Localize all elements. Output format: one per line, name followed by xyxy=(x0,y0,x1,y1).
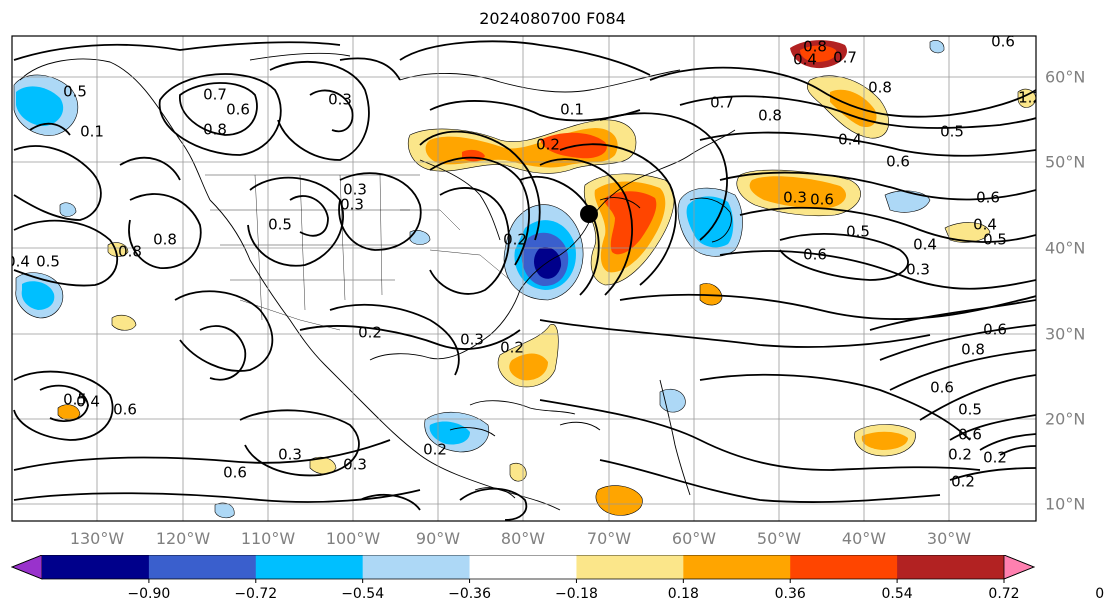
colorbar-extend-high xyxy=(1003,555,1036,580)
longitude-label: 50°W xyxy=(756,529,802,548)
contour-label: 0.7 xyxy=(710,94,734,112)
contour-label: 0.5 xyxy=(36,253,60,271)
contour-label: 0.6 xyxy=(223,464,247,482)
contour-label: 0.5 xyxy=(958,401,982,419)
contour-label: 0.6 xyxy=(803,246,827,264)
colorbar-segment xyxy=(148,555,257,579)
colorbar-tick-label: −0.36 xyxy=(448,586,491,602)
contour-label: 0.8 xyxy=(803,38,827,56)
contour-label: 0.5 xyxy=(940,123,964,141)
contour-label: 0.4 xyxy=(6,253,30,271)
longitude-label: 80°W xyxy=(500,529,546,548)
contour-label: 0.5 xyxy=(63,83,87,101)
colorbar-outline xyxy=(10,555,1036,580)
contour-label: 0.6 xyxy=(930,379,954,397)
map-title: 2024080700 F084 xyxy=(479,9,626,28)
colorbar-tick-label: 0.36 xyxy=(774,586,806,602)
latitude-label: 50°N xyxy=(1045,152,1086,172)
colorbar-tick-label: −0.18 xyxy=(554,586,598,602)
colorbar-segment xyxy=(683,555,791,579)
longitude-label: 120°W xyxy=(155,529,211,548)
contour-label: 0.8 xyxy=(118,243,142,261)
contour-label: 0.2 xyxy=(983,449,1007,467)
contour-label: 0.6 xyxy=(113,401,137,419)
colorbar-tick-label: −0.90 xyxy=(127,586,171,602)
longitude-label: 70°W xyxy=(586,529,632,548)
contour-label: 0.4 xyxy=(913,236,937,254)
contour-label: 0.5 xyxy=(983,231,1007,249)
contour-label: 0.3 xyxy=(340,196,364,214)
contour-label: 0.4 xyxy=(973,216,997,234)
contour-label: 0.2 xyxy=(358,324,382,342)
contour-label: 0.6 xyxy=(810,191,834,209)
contour-label: 0.5 xyxy=(846,223,870,241)
longitude-label: 40°W xyxy=(841,529,887,548)
longitude-label: 100°W xyxy=(325,529,381,548)
contour-label: 0.3 xyxy=(328,91,352,109)
colorbar-tick-label: −0.54 xyxy=(341,586,385,602)
longitude-label: 30°W xyxy=(926,529,972,548)
contour-label: 0.6 xyxy=(958,426,982,444)
longitude-label: 130°W xyxy=(69,529,125,548)
colorbar-tick-label: −0.72 xyxy=(234,586,278,602)
contour-label: 0.3 xyxy=(278,446,302,464)
latitude-label: 60°N xyxy=(1045,67,1086,87)
colorbar-extend-low xyxy=(10,555,43,580)
map-frame xyxy=(11,35,1037,522)
latitude-label: 10°N xyxy=(1045,494,1086,514)
contour-label: 0.2 xyxy=(500,339,524,357)
longitude-label: 110°W xyxy=(240,529,296,548)
longitude-label: 90°W xyxy=(415,529,461,548)
contour-label: 0.5 xyxy=(268,216,292,234)
contour-label: 0.2 xyxy=(951,473,975,491)
contour-label: 0.3 xyxy=(783,189,807,207)
colorbar-segment xyxy=(897,555,1005,579)
latitude-label: 40°N xyxy=(1045,238,1086,258)
contour-label: 0.8 xyxy=(868,79,892,97)
colorbar-segment xyxy=(469,555,577,579)
contour-label: 0.8 xyxy=(961,341,985,359)
contour-label: 0.4 xyxy=(76,393,100,411)
contour-label: 0.1 xyxy=(80,123,104,141)
contour-label: 0.4 xyxy=(838,131,862,149)
contour-label: 0.8 xyxy=(203,121,227,139)
colorbar-segment xyxy=(790,555,898,579)
contour-label: 0.8 xyxy=(153,231,177,249)
colorbar-tick-label: 0.54 xyxy=(881,586,913,602)
contour-label: 0.2 xyxy=(423,441,447,459)
latitude-label: 30°N xyxy=(1045,324,1086,344)
contour-label: 0.5 xyxy=(63,391,87,409)
contour-label: 0.2 xyxy=(503,231,527,249)
contour-label: 0.6 xyxy=(886,153,910,171)
contour-label: 0.2 xyxy=(536,136,560,154)
colorbar-tick-label: 0.90 xyxy=(1095,586,1105,602)
longitude-label: 60°W xyxy=(671,529,717,548)
contour-label: 0.3 xyxy=(343,181,367,199)
location-marker xyxy=(580,205,598,223)
contour-label: 0.8 xyxy=(758,107,782,125)
colorbar-tick-label: 0.72 xyxy=(988,586,1020,602)
contour-label: 0.1 xyxy=(560,101,584,119)
colorbar-segment xyxy=(42,555,150,579)
colorbar xyxy=(10,555,1036,583)
contour-label: 0.6 xyxy=(991,33,1015,51)
contour-label-group: 0.50.10.4 0.50.80.60.70.80.30.30.30.50.80… xyxy=(6,33,1042,491)
colorbar-segment xyxy=(255,555,364,579)
contour-label: 0.6 xyxy=(976,189,1000,207)
contour-label: 0.3 xyxy=(906,261,930,279)
contour-label: 0.3 xyxy=(460,331,484,349)
contour-label: 0.6 xyxy=(983,321,1007,339)
colorbar-segment xyxy=(362,555,471,579)
contour-label: 0.7 xyxy=(203,86,227,104)
latitude-label: 20°N xyxy=(1045,409,1086,429)
contour-label: 0.4 xyxy=(793,51,817,69)
contour-label: 0.2 xyxy=(948,446,972,464)
contour-label: 0.7 xyxy=(833,49,857,67)
contour-label: 1.2 xyxy=(1018,89,1042,107)
colorbar-tick-label: 0.18 xyxy=(667,586,699,602)
contour-label: 0.3 xyxy=(343,456,367,474)
colorbar-segment xyxy=(576,555,684,579)
contour-label: 0.6 xyxy=(226,101,250,119)
